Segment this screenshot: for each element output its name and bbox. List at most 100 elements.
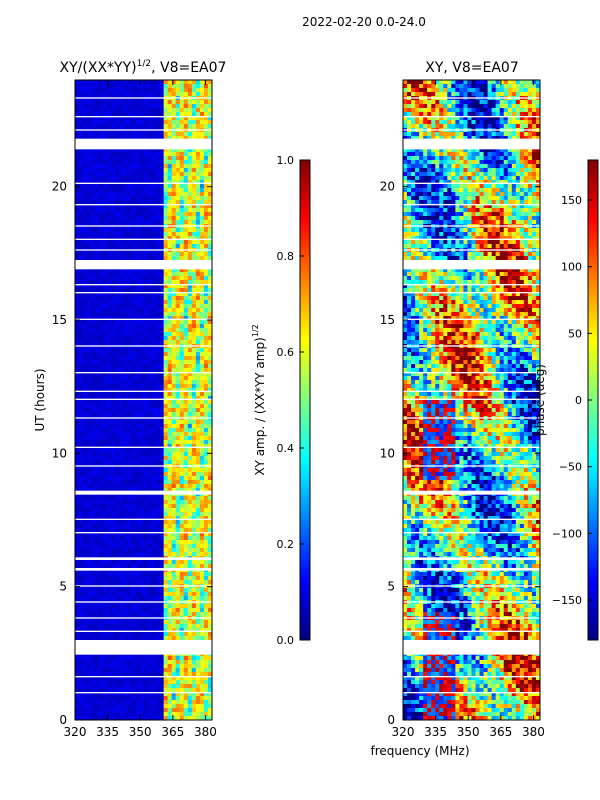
heatmap-cell xyxy=(107,188,112,193)
heatmap-cell xyxy=(87,412,92,417)
heatmap-cell xyxy=(171,124,177,129)
heatmap-cell xyxy=(167,88,173,93)
heatmap-cell xyxy=(167,564,173,569)
heatmap-cell xyxy=(119,204,124,209)
heatmap-cell xyxy=(127,392,132,397)
heatmap-cell xyxy=(107,612,112,617)
heatmap-cell xyxy=(83,528,88,533)
heatmap-cell xyxy=(183,104,189,109)
heatmap-cell xyxy=(95,608,100,613)
heatmap-cell xyxy=(103,540,108,545)
heatmap-cell xyxy=(75,108,80,113)
heatmap-cell xyxy=(99,208,104,213)
heatmap-cell xyxy=(135,524,140,529)
heatmap-cell xyxy=(147,352,152,357)
heatmap-cell xyxy=(143,308,148,313)
heatmap-cell xyxy=(99,436,104,441)
heatmap-cell xyxy=(191,500,197,505)
heatmap-cell xyxy=(195,292,201,297)
heatmap-cell xyxy=(79,236,84,241)
heatmap-cell xyxy=(155,516,161,521)
heatmap-cell xyxy=(135,548,140,553)
heatmap-cell xyxy=(107,432,112,437)
heatmap-cell xyxy=(143,284,148,289)
heatmap-cell xyxy=(75,532,80,537)
heatmap-cell xyxy=(163,400,169,405)
heatmap-cell xyxy=(103,436,108,441)
heatmap-cell xyxy=(115,496,120,501)
heatmap-cell xyxy=(199,288,205,293)
heatmap-cell xyxy=(107,560,112,565)
heatmap-cell xyxy=(171,368,177,373)
heatmap-cell xyxy=(83,268,88,273)
heatmap-cell xyxy=(171,192,177,197)
heatmap-cell xyxy=(87,304,92,309)
heatmap-cell xyxy=(175,428,181,433)
heatmap-cell xyxy=(87,576,92,581)
heatmap-cell xyxy=(143,504,148,509)
heatmap-cell xyxy=(139,384,144,389)
heatmap-cell xyxy=(171,636,177,641)
heatmap-cell xyxy=(99,476,104,481)
heatmap-cell xyxy=(187,488,193,493)
heatmap-cell xyxy=(187,452,193,457)
heatmap-cell xyxy=(155,232,161,237)
heatmap-cell xyxy=(111,136,116,141)
heatmap-cell xyxy=(115,312,120,317)
heatmap-cell xyxy=(207,316,213,321)
heatmap-cell xyxy=(127,528,132,533)
heatmap-cell xyxy=(79,436,84,441)
heatmap-cell xyxy=(95,360,100,365)
heatmap-cell xyxy=(139,268,144,273)
heatmap-cell xyxy=(175,336,181,341)
heatmap-cell xyxy=(195,360,201,365)
heatmap-cell xyxy=(147,396,152,401)
heatmap-cell xyxy=(119,156,124,161)
heatmap-cell xyxy=(103,548,108,553)
heatmap-cell xyxy=(151,516,156,521)
heatmap-cell xyxy=(83,148,88,153)
heatmap-cell xyxy=(155,468,161,473)
heatmap-cell xyxy=(123,380,128,385)
heatmap-cell xyxy=(207,156,213,161)
heatmap-cell xyxy=(151,512,156,517)
heatmap-cell xyxy=(111,636,116,641)
heatmap-cell xyxy=(135,424,140,429)
heatmap-cell xyxy=(207,244,213,249)
heatmap-cell xyxy=(119,468,124,473)
heatmap-cell xyxy=(195,188,201,193)
heatmap-cell xyxy=(191,212,197,217)
heatmap-cell xyxy=(167,320,173,325)
heatmap-cell xyxy=(175,156,181,161)
heatmap-cell xyxy=(135,356,140,361)
heatmap-cell xyxy=(127,308,132,313)
heatmap-cell xyxy=(163,608,169,613)
heatmap-cell xyxy=(155,84,161,89)
heatmap-cell xyxy=(163,220,169,225)
heatmap-cell xyxy=(203,368,209,373)
heatmap-cell xyxy=(115,372,120,377)
heatmap-cell xyxy=(91,364,96,369)
heatmap-cell xyxy=(131,588,136,593)
heatmap-cell xyxy=(139,152,144,157)
heatmap-cell xyxy=(171,428,177,433)
heatmap-cell xyxy=(111,496,116,501)
heatmap-cell xyxy=(103,272,108,277)
heatmap-cell xyxy=(87,560,92,565)
heatmap-cell xyxy=(199,408,205,413)
heatmap-cell xyxy=(199,356,205,361)
heatmap-cell xyxy=(99,176,104,181)
heatmap-cell xyxy=(127,200,132,205)
heatmap-cell xyxy=(83,312,88,317)
heatmap-cell xyxy=(99,468,104,473)
heatmap-cell xyxy=(175,160,181,165)
heatmap-cell xyxy=(143,180,148,185)
heatmap-cell xyxy=(115,380,120,385)
heatmap-cell xyxy=(147,576,152,581)
heatmap-cell xyxy=(83,244,88,249)
heatmap-cell xyxy=(131,164,136,169)
heatmap-cell xyxy=(115,204,120,209)
heatmap-cell xyxy=(79,664,84,669)
heatmap-cell xyxy=(123,136,128,141)
heatmap-cell xyxy=(99,508,104,513)
